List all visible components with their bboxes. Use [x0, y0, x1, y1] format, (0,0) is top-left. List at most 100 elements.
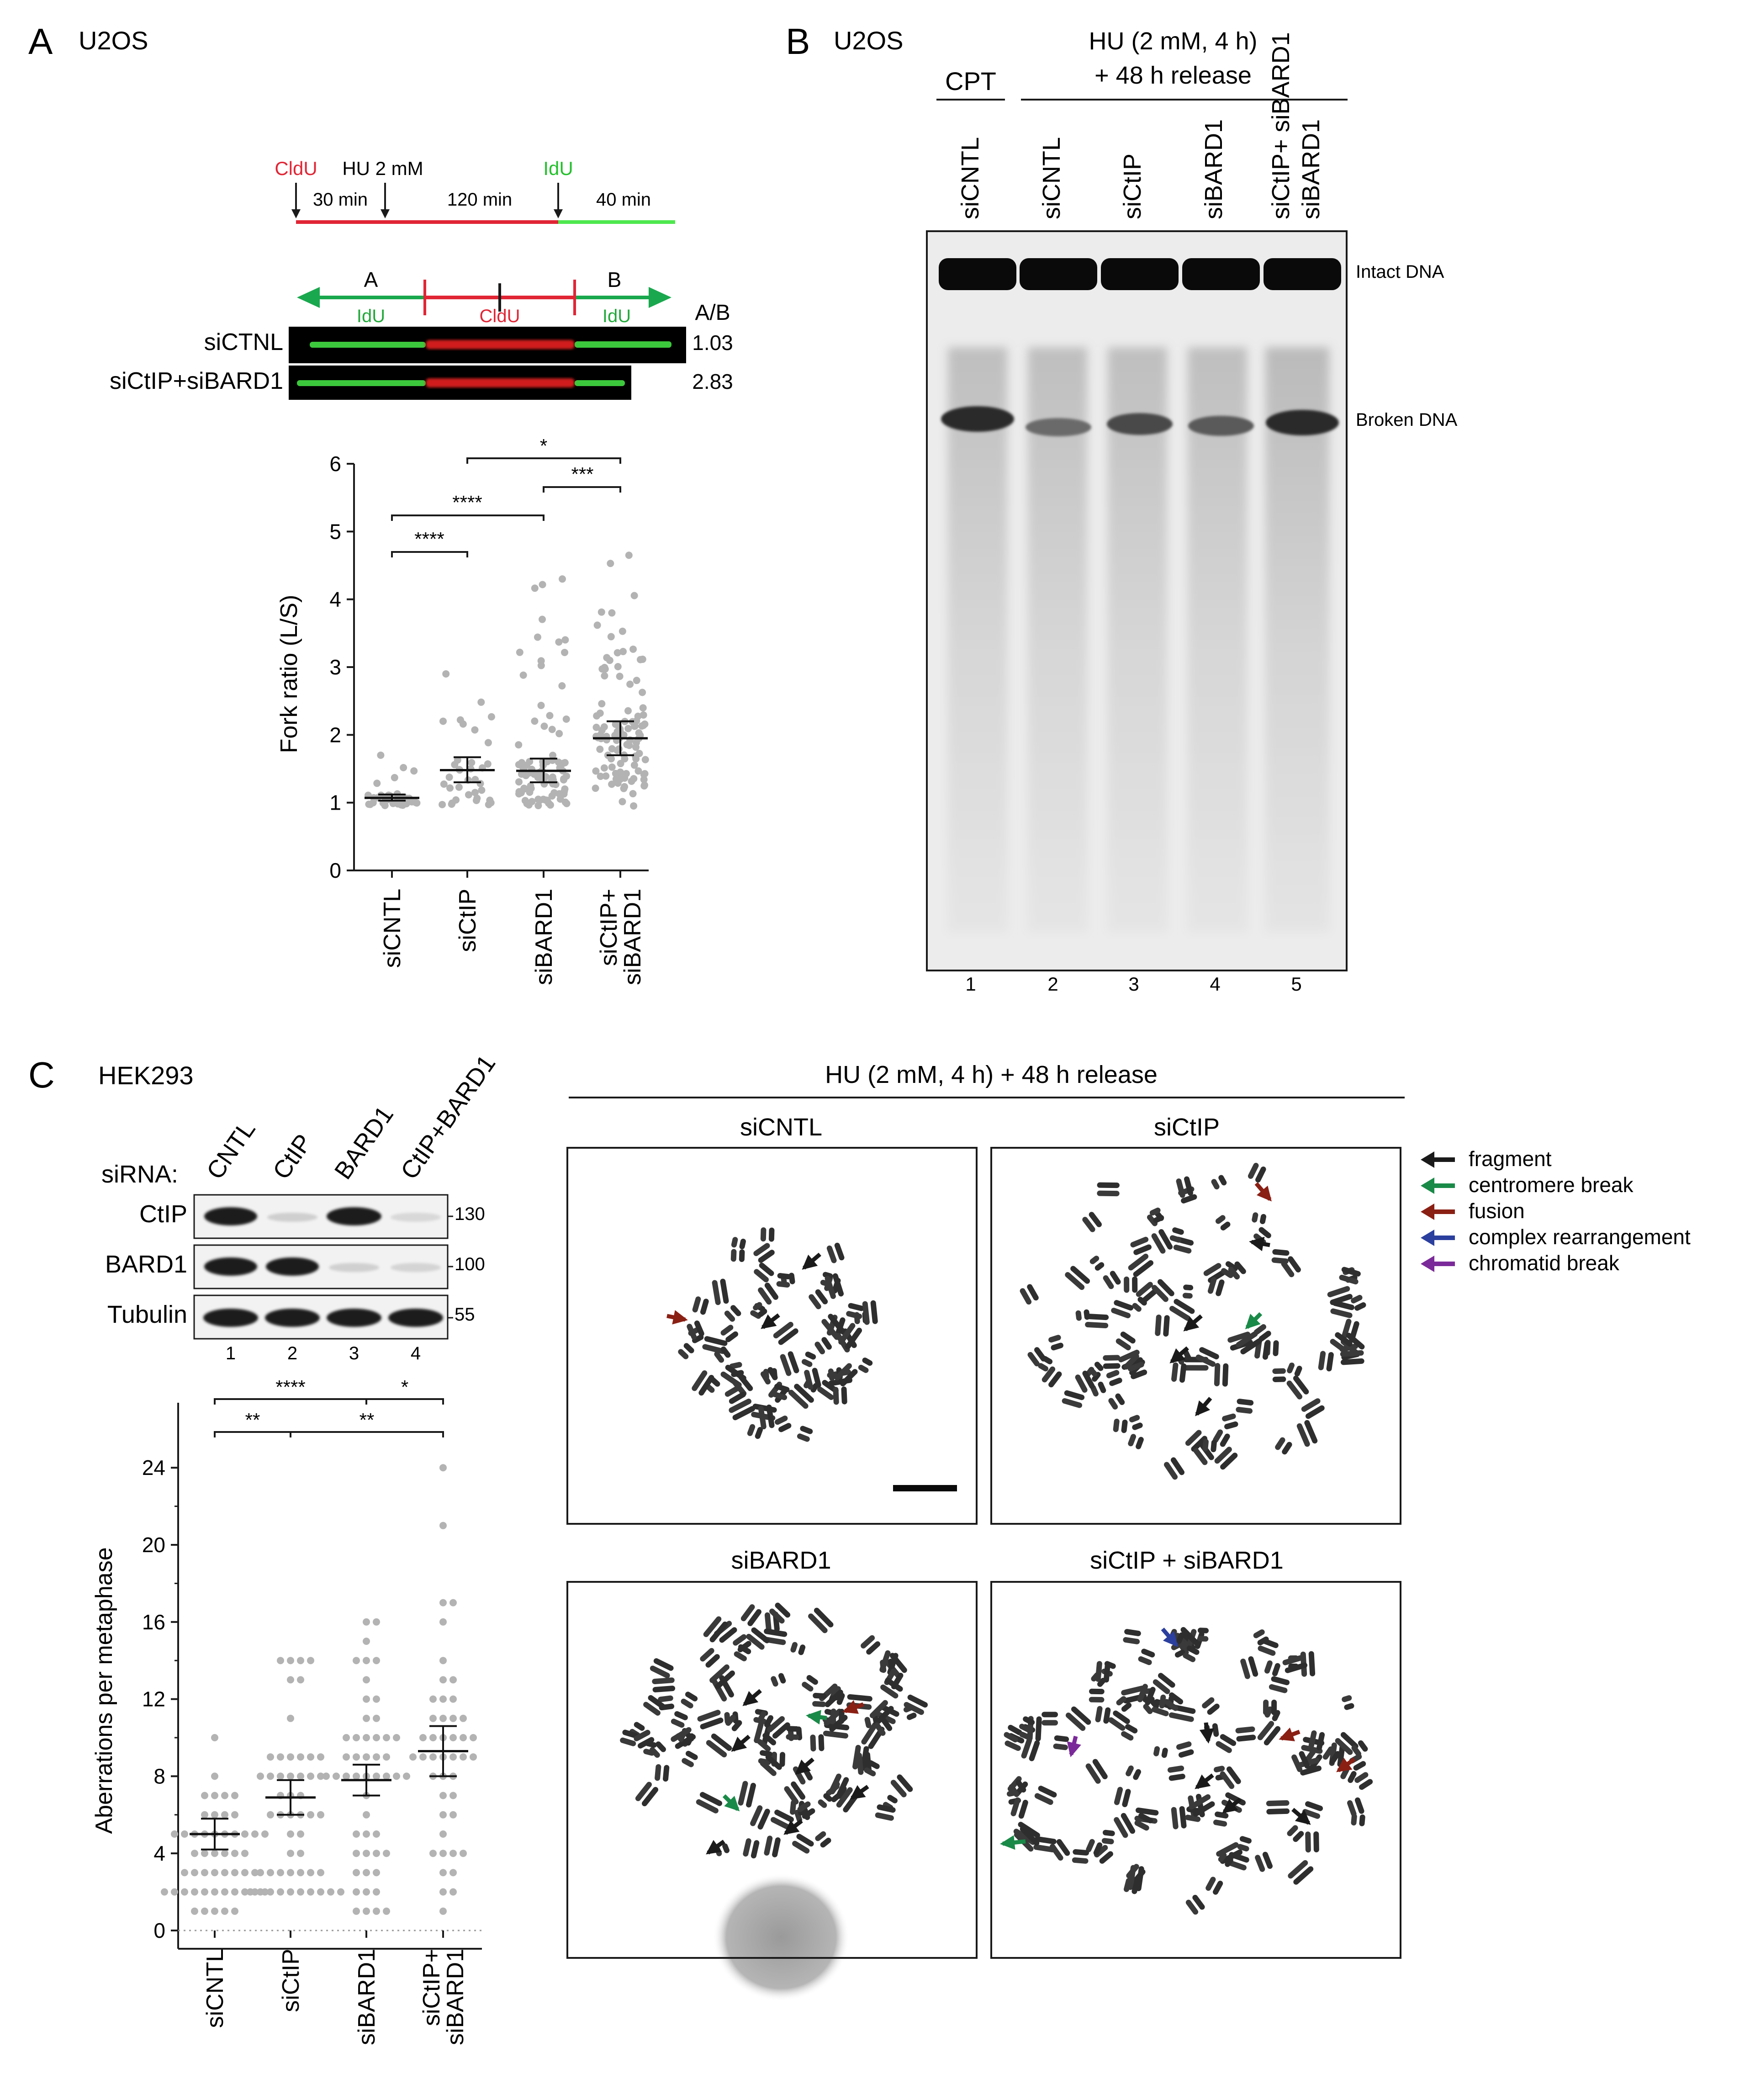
chromosome [1202, 1697, 1220, 1715]
data-point [297, 1657, 304, 1665]
data-point [452, 796, 460, 804]
chromosome [1264, 1660, 1280, 1676]
lane-label: siCNTL [957, 137, 984, 219]
chromosome [1185, 1894, 1205, 1915]
data-point [559, 575, 566, 583]
chromosome [1095, 1706, 1111, 1724]
chromosome [709, 1664, 735, 1689]
data-point [449, 1850, 457, 1857]
data-point [608, 780, 616, 788]
aberration-arrow-icon [1199, 1722, 1214, 1744]
chromosome [1088, 1362, 1104, 1377]
chromosome [753, 1302, 767, 1317]
data-point [353, 1772, 360, 1780]
data-point [221, 1869, 228, 1877]
data-point [626, 680, 634, 688]
aberration-arrow-icon [1254, 1182, 1272, 1202]
fiber-left-arrowhead-icon [297, 287, 320, 308]
chromosome [1033, 1836, 1057, 1853]
chromosome [1164, 1457, 1184, 1480]
chromosome [1138, 1649, 1155, 1665]
y-tick-label: 20 [142, 1533, 165, 1557]
data-point [201, 1850, 208, 1857]
data-point [373, 1618, 380, 1626]
chromosome [1095, 1661, 1110, 1683]
chromosome [1240, 1656, 1258, 1679]
data-point [439, 1676, 447, 1684]
chromosome [758, 1404, 775, 1430]
data-point [373, 1850, 380, 1857]
data-point [619, 798, 626, 806]
data-point [558, 682, 566, 690]
data-point [561, 636, 569, 644]
blot-lane-number: 4 [411, 1343, 421, 1363]
chromosome [1213, 1811, 1229, 1827]
cpt-group-label: CPT [945, 67, 996, 95]
data-point [628, 777, 635, 785]
chromosome [1216, 1734, 1237, 1753]
data-point [267, 1888, 274, 1896]
chromosome [1322, 1746, 1341, 1765]
legend-item-complex-rearrangement: complex rearrangement [1421, 1225, 1691, 1249]
data-point [560, 775, 568, 783]
chromosome [1351, 1740, 1368, 1757]
data-point [373, 1830, 380, 1838]
arrow-icon [1421, 1151, 1434, 1168]
fork-ratio-y-ticks: 0 1 2 3 4 5 6 [329, 452, 354, 882]
data-point [537, 701, 545, 709]
chromosome [1266, 1800, 1290, 1814]
data-point [608, 763, 616, 771]
legend-item-centromere-break: centromere break [1421, 1173, 1634, 1197]
blot-bands [203, 1207, 443, 1327]
interphase-nucleus [713, 1873, 850, 2001]
legend-item-fusion: fusion [1421, 1199, 1525, 1223]
data-point [363, 1753, 370, 1761]
blot-lane-label: BARD1 [329, 1101, 399, 1184]
chromosome [738, 1781, 756, 1808]
chromosome [801, 1352, 816, 1367]
chromosome [1235, 1726, 1256, 1742]
data-point [449, 1888, 457, 1896]
data-point [307, 1811, 314, 1819]
data-point [615, 745, 623, 753]
timeline-t3: 40 min [596, 190, 651, 210]
data-point [608, 609, 616, 617]
chromosome [1089, 1256, 1105, 1271]
data-point [277, 1753, 284, 1761]
x-tick-label: siBARD1 [442, 1949, 469, 2045]
sig-label: **** [414, 528, 444, 550]
chromosome [1075, 1309, 1090, 1321]
metaphase-spread-sictip-sibard1 [990, 1581, 1401, 1959]
data-point [333, 1772, 340, 1780]
chromosome [862, 1300, 878, 1325]
data-point [484, 760, 492, 768]
data-point [478, 786, 486, 794]
data-point [439, 1850, 447, 1857]
idu-arrowhead-icon [554, 209, 563, 218]
aberration-arrow-icon [1183, 1314, 1203, 1331]
chromosome [1128, 1434, 1144, 1449]
y-tick-label: 24 [142, 1456, 165, 1480]
chromosome [729, 1399, 756, 1421]
data-point [247, 1888, 254, 1896]
chromosome [1053, 1735, 1069, 1750]
chromosome [1351, 1294, 1366, 1311]
data-point [297, 1888, 304, 1896]
data-point [592, 723, 600, 731]
data-point [267, 1772, 274, 1780]
chromosome [797, 1801, 815, 1819]
broken-dna-bands [941, 406, 1339, 436]
chromosome [650, 1741, 666, 1758]
data-point [597, 731, 604, 739]
data-point [454, 756, 461, 764]
aberration-arrow-icon [1249, 1236, 1270, 1252]
data-point [449, 1676, 457, 1684]
data-point [211, 1850, 218, 1857]
data-point [617, 760, 624, 768]
hu-group-line1: HU (2 mM, 4 h) [1089, 27, 1257, 55]
data-point [201, 1888, 208, 1896]
data-point [251, 1830, 259, 1838]
data-point [353, 1869, 360, 1877]
data-point [596, 745, 604, 753]
data-point [470, 1734, 477, 1741]
